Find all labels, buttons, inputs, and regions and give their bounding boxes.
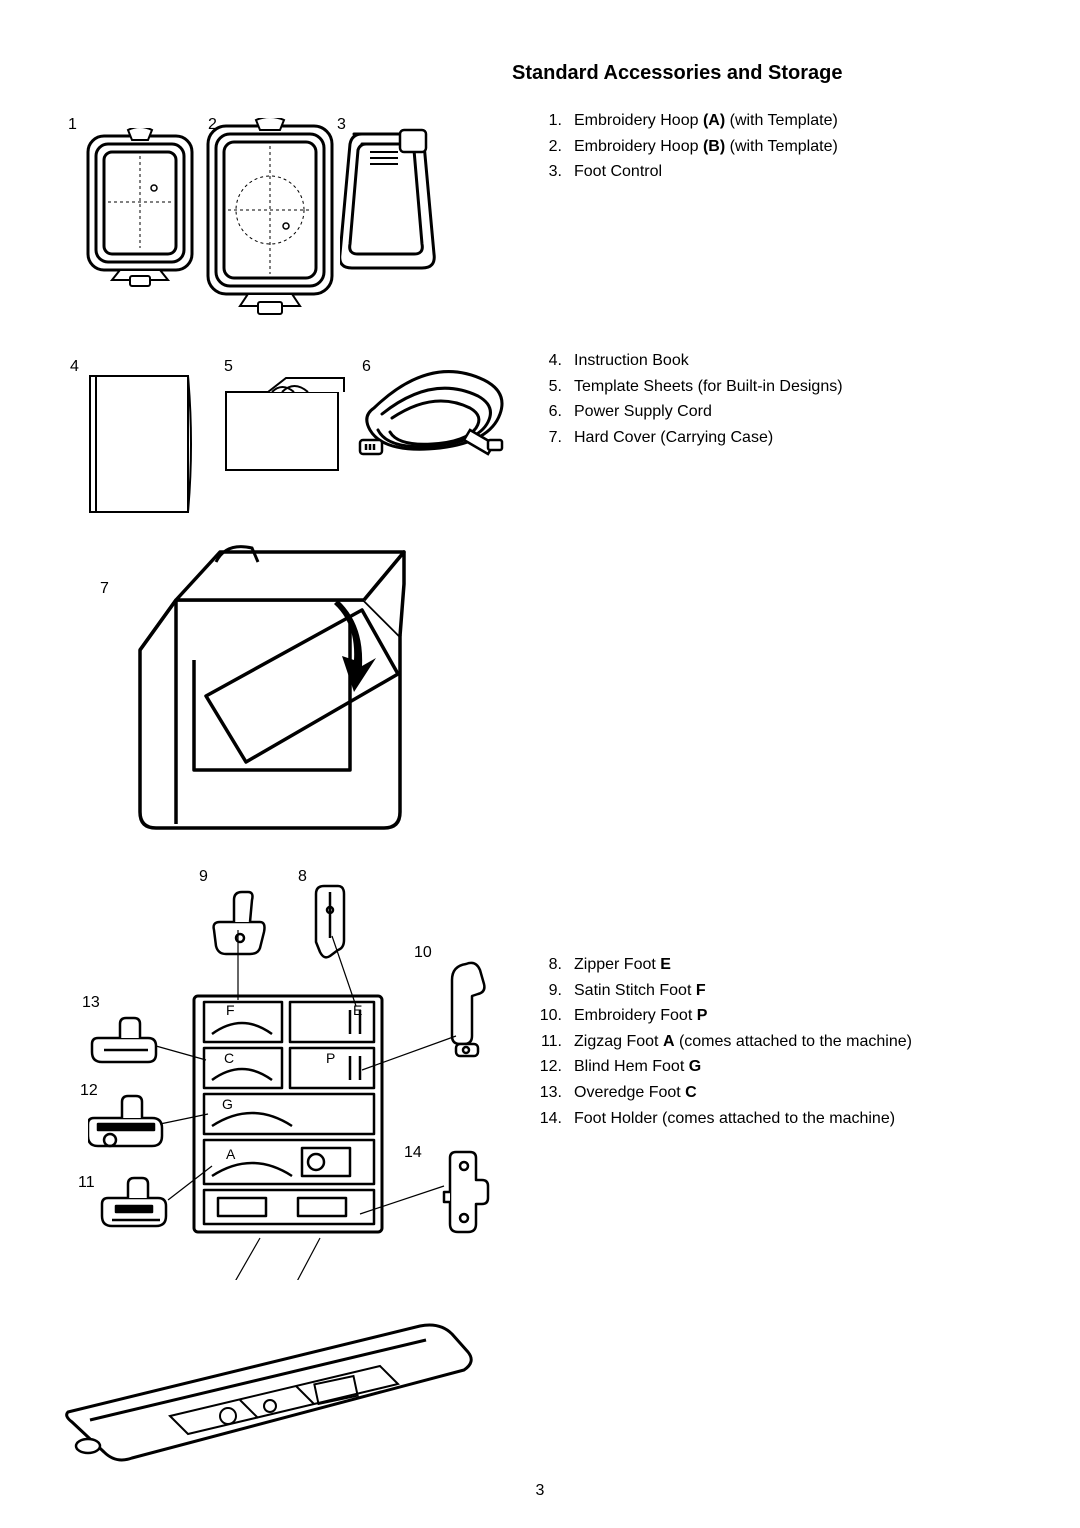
illustration-hoop-a — [80, 128, 200, 288]
list-text: Embroidery Hoop (B) (with Template) — [574, 134, 838, 160]
list-item: 10. Embroidery Foot P — [528, 1003, 912, 1029]
list-number: 13. — [528, 1080, 574, 1106]
list-item: 4. Instruction Book — [528, 348, 843, 374]
list-number: 9. — [528, 978, 574, 1004]
list-item: 2. Embroidery Hoop (B) (with Template) — [528, 134, 838, 160]
diagram-number-2: 2 — [208, 116, 217, 134]
list-text: Hard Cover (Carrying Case) — [574, 425, 843, 451]
illustration-hard-cover — [120, 540, 440, 840]
list-item: 3. Foot Control — [528, 159, 838, 185]
list-item: 14. Foot Holder (comes attached to the m… — [528, 1106, 912, 1132]
list-number: 1. — [528, 108, 574, 134]
illustration-foot-control — [340, 128, 440, 278]
diagram-number-4: 4 — [70, 358, 79, 376]
list-text: Blind Hem Foot G — [574, 1054, 912, 1080]
leader-lines — [60, 860, 520, 1280]
list-item: 7. Hard Cover (Carrying Case) — [528, 425, 843, 451]
list-text: Satin Stitch Foot F — [574, 978, 912, 1004]
accessory-list-b: 4. Instruction Book 5. Template Sheets (… — [528, 348, 843, 450]
list-item: 9. Satin Stitch Foot F — [528, 978, 912, 1004]
illustration-machine-base — [60, 1300, 480, 1470]
list-item: 6. Power Supply Cord — [528, 399, 843, 425]
list-number: 11. — [528, 1029, 574, 1055]
list-item: 12. Blind Hem Foot G — [528, 1054, 912, 1080]
list-number: 3. — [528, 159, 574, 185]
list-number: 5. — [528, 374, 574, 400]
list-text: Zigzag Foot A (comes attached to the mac… — [574, 1029, 912, 1055]
list-number: 6. — [528, 399, 574, 425]
list-text: Template Sheets (for Built-in Designs) — [574, 374, 843, 400]
diagram-number-3: 3 — [337, 116, 346, 134]
list-item: 8. Zipper Foot E — [528, 952, 912, 978]
diagram-number-7: 7 — [100, 580, 109, 598]
list-number: 14. — [528, 1106, 574, 1132]
list-item: 11. Zigzag Foot A (comes attached to the… — [528, 1029, 912, 1055]
illustration-power-cord — [358, 364, 508, 474]
list-text: Overedge Foot C — [574, 1080, 912, 1106]
list-text: Embroidery Foot P — [574, 1003, 912, 1029]
list-text: Embroidery Hoop (A) (with Template) — [574, 108, 838, 134]
list-item: 13. Overedge Foot C — [528, 1080, 912, 1106]
diagram-number-5: 5 — [224, 358, 233, 376]
list-number: 7. — [528, 425, 574, 451]
list-text: Power Supply Cord — [574, 399, 843, 425]
list-number: 8. — [528, 952, 574, 978]
list-text: Foot Control — [574, 159, 838, 185]
illustration-instruction-book — [86, 372, 196, 522]
list-text: Zipper Foot E — [574, 952, 912, 978]
illustration-hoop-b — [200, 118, 340, 318]
list-number: 10. — [528, 1003, 574, 1029]
list-item: 5. Template Sheets (for Built-in Designs… — [528, 374, 843, 400]
diagram-number-6: 6 — [362, 358, 371, 376]
list-item: 1. Embroidery Hoop (A) (with Template) — [528, 108, 838, 134]
list-number: 12. — [528, 1054, 574, 1080]
accessory-list-c: 8. Zipper Foot E 9. Satin Stitch Foot F … — [528, 952, 912, 1131]
section-heading: Standard Accessories and Storage — [512, 62, 843, 85]
list-number: 4. — [528, 348, 574, 374]
page-number: 3 — [0, 1482, 1080, 1500]
list-number: 2. — [528, 134, 574, 160]
list-text: Instruction Book — [574, 348, 843, 374]
accessory-list-a: 1. Embroidery Hoop (A) (with Template) 2… — [528, 108, 838, 185]
manual-page: Standard Accessories and Storage 1. Embr… — [0, 0, 1080, 1528]
diagram-number-1: 1 — [68, 116, 77, 134]
illustration-template-sheets — [222, 376, 352, 476]
list-text: Foot Holder (comes attached to the machi… — [574, 1106, 912, 1132]
